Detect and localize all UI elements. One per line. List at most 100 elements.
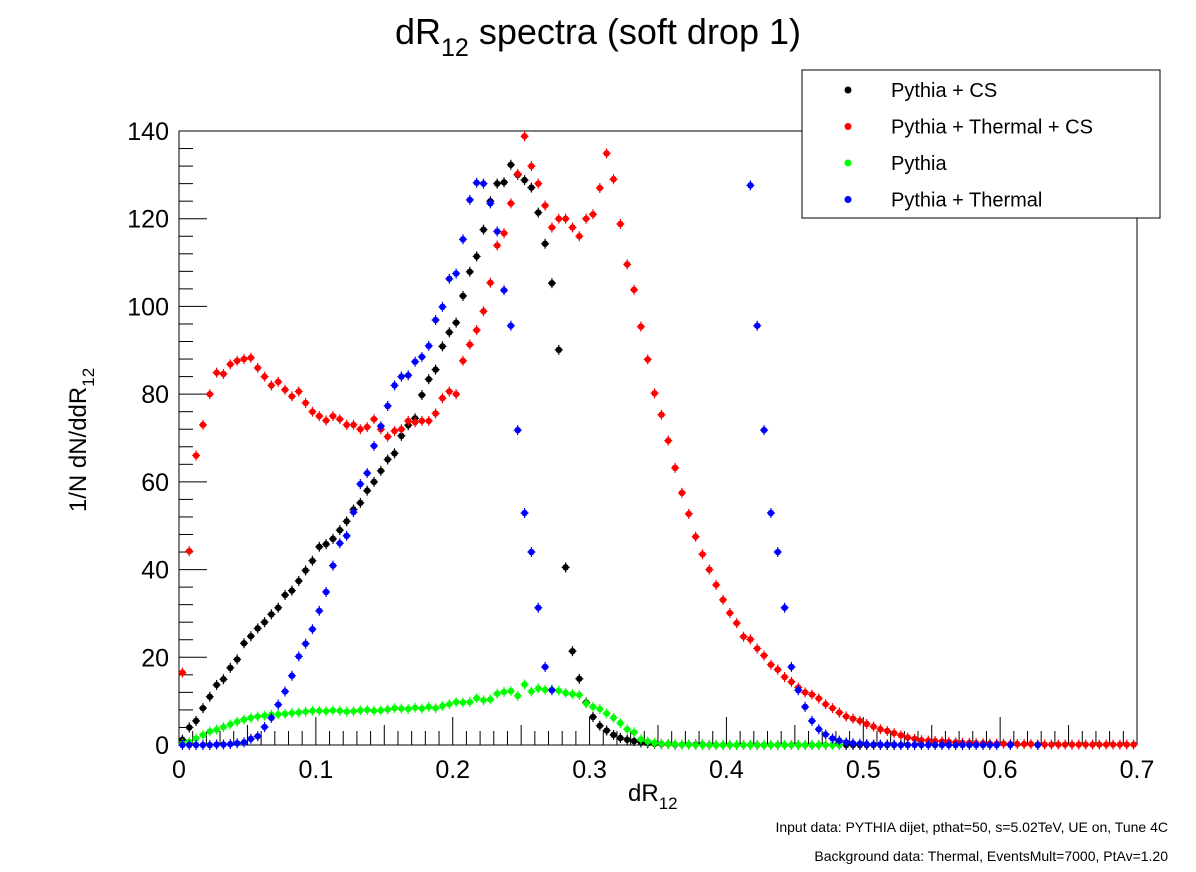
- data-point: [1075, 741, 1083, 748]
- data-point: [391, 704, 398, 712]
- data-point: [452, 390, 460, 398]
- data-point: [240, 716, 248, 723]
- data-point: [275, 604, 282, 611]
- data-point: [897, 732, 905, 739]
- data-point: [1068, 741, 1076, 748]
- data-point: [925, 741, 932, 749]
- data-point: [822, 701, 829, 708]
- data-point: [842, 739, 850, 746]
- data-point: [801, 689, 809, 696]
- data-point: [788, 741, 795, 749]
- data-point: [1061, 741, 1069, 748]
- data-point: [309, 626, 316, 633]
- data-point: [979, 741, 987, 749]
- data-point: [535, 209, 542, 216]
- data-point: [418, 353, 426, 361]
- data-point: [446, 701, 453, 708]
- data-point: [822, 741, 829, 749]
- data-point: [500, 229, 508, 237]
- data-point: [610, 176, 617, 183]
- y-tick-label: 100: [127, 293, 169, 321]
- y-tick-label: 20: [141, 644, 169, 672]
- x-tick-label: 0.5: [846, 756, 881, 784]
- data-point: [767, 741, 775, 749]
- data-point: [316, 412, 323, 420]
- data-point: [363, 469, 371, 477]
- data-point: [357, 707, 364, 714]
- x-tick-label: 0.2: [435, 756, 470, 784]
- data-point: [473, 326, 480, 334]
- data-point: [1048, 741, 1055, 748]
- legend-label: Pythia + Thermal + CS: [891, 117, 1093, 139]
- data-point: [336, 526, 344, 534]
- data-point: [562, 564, 569, 571]
- data-point: [281, 386, 289, 393]
- data-point: [261, 619, 268, 626]
- data-point: [295, 653, 302, 660]
- legend-label: Pythia: [891, 153, 947, 175]
- data-point: [329, 707, 337, 714]
- data-point: [726, 609, 734, 617]
- data-point: [774, 666, 781, 673]
- plot-frame: [178, 130, 1138, 746]
- data-point: [507, 322, 515, 329]
- data-point: [377, 467, 385, 475]
- data-point: [357, 480, 364, 488]
- data-point: [186, 724, 193, 731]
- data-point: [302, 567, 309, 574]
- data-point: [439, 394, 446, 402]
- data-point: [890, 741, 898, 748]
- legend-label: Pythia + CS: [891, 80, 997, 102]
- data-point: [1027, 740, 1035, 748]
- data-point: [432, 316, 439, 324]
- data-point: [596, 722, 604, 729]
- data-point: [192, 741, 200, 749]
- data-point: [945, 741, 953, 749]
- data-point: [336, 415, 344, 423]
- data-point: [329, 535, 337, 543]
- data-point: [582, 700, 590, 707]
- data-point: [1123, 741, 1130, 748]
- data-point: [192, 452, 200, 459]
- data-point: [849, 740, 857, 747]
- data-point: [240, 739, 248, 746]
- data-point: [617, 220, 624, 228]
- data-point: [261, 723, 268, 731]
- data-point: [726, 741, 734, 749]
- data-point: [699, 551, 706, 558]
- data-point: [610, 731, 617, 739]
- data-point: [213, 369, 220, 376]
- data-point: [514, 692, 521, 700]
- data-point: [384, 706, 391, 713]
- data-point: [227, 721, 234, 728]
- data-point: [1103, 741, 1110, 748]
- data-point: [418, 705, 426, 712]
- data-point: [316, 543, 323, 550]
- data-point: [644, 738, 651, 745]
- data-point: [582, 215, 590, 222]
- data-point: [199, 421, 207, 429]
- x-tick-label: 0.3: [572, 756, 607, 784]
- data-point: [617, 719, 624, 727]
- data-point: [500, 179, 508, 186]
- data-point: [1082, 741, 1089, 748]
- data-point: [918, 741, 925, 749]
- data-point: [220, 741, 227, 748]
- data-point: [275, 378, 282, 386]
- data-point: [186, 547, 193, 555]
- data-point: [1130, 741, 1137, 748]
- data-point: [760, 652, 768, 659]
- data-point: [322, 417, 330, 424]
- data-point: [439, 303, 446, 311]
- data-point: [890, 729, 898, 737]
- data-point: [630, 729, 638, 736]
- data-point: [678, 489, 686, 497]
- data-point: [589, 703, 597, 711]
- data-point: [1109, 741, 1117, 748]
- x-axis-label: dR12: [628, 780, 678, 813]
- data-point: [808, 741, 816, 749]
- data-point: [637, 323, 645, 330]
- data-point: [322, 708, 330, 715]
- data-point: [432, 704, 439, 712]
- data-point: [316, 707, 323, 714]
